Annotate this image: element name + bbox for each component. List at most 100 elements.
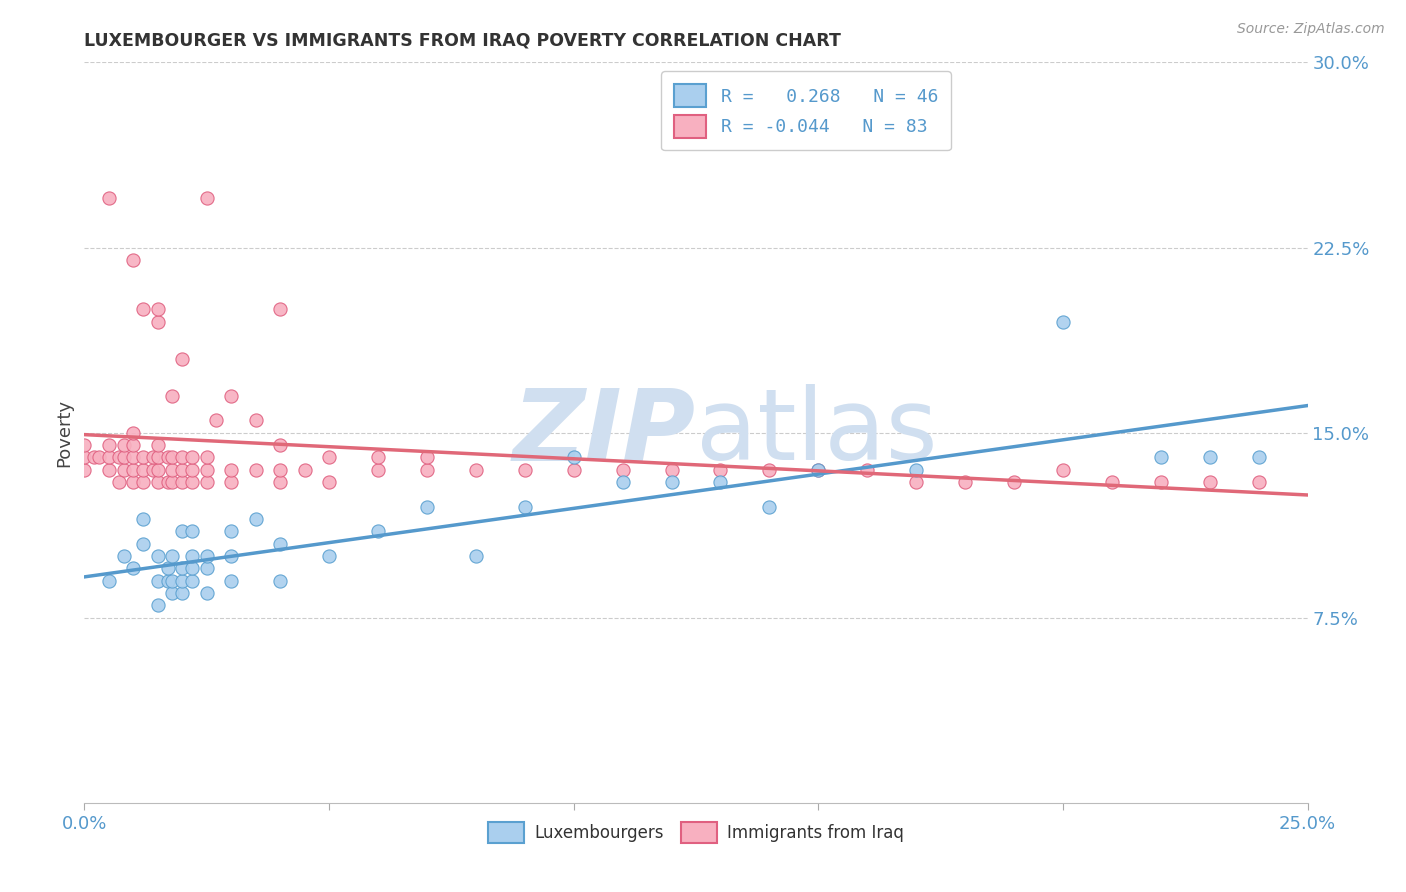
Point — [97, 191, 120, 205]
Point — [661, 475, 683, 489]
Point — [219, 549, 242, 563]
Text: atlas: atlas — [696, 384, 938, 481]
Point — [195, 586, 218, 600]
Point — [122, 438, 145, 452]
Point — [205, 413, 228, 427]
Point — [1101, 475, 1123, 489]
Point — [416, 500, 439, 514]
Point — [132, 475, 155, 489]
Point — [181, 561, 204, 575]
Point — [856, 462, 879, 476]
Point — [195, 549, 218, 563]
Point — [562, 450, 585, 465]
Point — [122, 450, 145, 465]
Point — [195, 191, 218, 205]
Point — [146, 475, 169, 489]
Point — [219, 388, 242, 402]
Point — [97, 462, 120, 476]
Point — [146, 450, 169, 465]
Point — [146, 438, 169, 452]
Point — [195, 475, 218, 489]
Point — [1198, 450, 1220, 465]
Point — [1150, 450, 1173, 465]
Point — [107, 475, 129, 489]
Point — [146, 574, 169, 588]
Point — [172, 561, 194, 575]
Point — [97, 574, 120, 588]
Point — [122, 475, 145, 489]
Point — [97, 438, 120, 452]
Point — [107, 450, 129, 465]
Point — [807, 462, 830, 476]
Point — [146, 462, 169, 476]
Point — [709, 475, 731, 489]
Point — [132, 462, 155, 476]
Point — [513, 462, 536, 476]
Point — [318, 475, 340, 489]
Point — [132, 536, 155, 550]
Point — [122, 425, 145, 440]
Point — [146, 302, 169, 317]
Point — [162, 549, 184, 563]
Point — [318, 549, 340, 563]
Point — [142, 462, 165, 476]
Point — [953, 475, 976, 489]
Point — [195, 462, 218, 476]
Point — [146, 599, 169, 613]
Point — [661, 462, 683, 476]
Point — [112, 438, 135, 452]
Point — [156, 450, 179, 465]
Point — [181, 450, 204, 465]
Point — [73, 438, 96, 452]
Point — [172, 475, 194, 489]
Point — [269, 438, 291, 452]
Point — [122, 561, 145, 575]
Point — [1002, 475, 1025, 489]
Point — [294, 462, 316, 476]
Point — [709, 462, 731, 476]
Point — [112, 549, 135, 563]
Point — [162, 450, 184, 465]
Point — [1198, 475, 1220, 489]
Point — [142, 450, 165, 465]
Point — [162, 462, 184, 476]
Point — [73, 450, 96, 465]
Point — [1150, 475, 1173, 489]
Point — [172, 351, 194, 366]
Point — [416, 462, 439, 476]
Point — [464, 549, 486, 563]
Point — [132, 302, 155, 317]
Point — [195, 450, 218, 465]
Point — [172, 574, 194, 588]
Point — [156, 561, 179, 575]
Point — [416, 450, 439, 465]
Point — [758, 500, 780, 514]
Point — [122, 252, 145, 267]
Point — [156, 574, 179, 588]
Text: ZIP: ZIP — [513, 384, 696, 481]
Point — [162, 574, 184, 588]
Point — [162, 586, 184, 600]
Point — [162, 388, 184, 402]
Point — [758, 462, 780, 476]
Point — [172, 524, 194, 539]
Point — [269, 475, 291, 489]
Point — [269, 302, 291, 317]
Point — [83, 450, 105, 465]
Point — [181, 549, 204, 563]
Legend: Luxembourgers, Immigrants from Iraq: Luxembourgers, Immigrants from Iraq — [481, 815, 911, 850]
Point — [73, 462, 96, 476]
Point — [219, 524, 242, 539]
Point — [181, 462, 204, 476]
Text: LUXEMBOURGER VS IMMIGRANTS FROM IRAQ POVERTY CORRELATION CHART: LUXEMBOURGER VS IMMIGRANTS FROM IRAQ POV… — [84, 32, 841, 50]
Point — [172, 462, 194, 476]
Point — [146, 549, 169, 563]
Point — [1247, 475, 1270, 489]
Point — [367, 450, 389, 465]
Point — [245, 462, 267, 476]
Point — [1052, 462, 1074, 476]
Point — [269, 574, 291, 588]
Text: Source: ZipAtlas.com: Source: ZipAtlas.com — [1237, 22, 1385, 37]
Point — [97, 450, 120, 465]
Point — [807, 462, 830, 476]
